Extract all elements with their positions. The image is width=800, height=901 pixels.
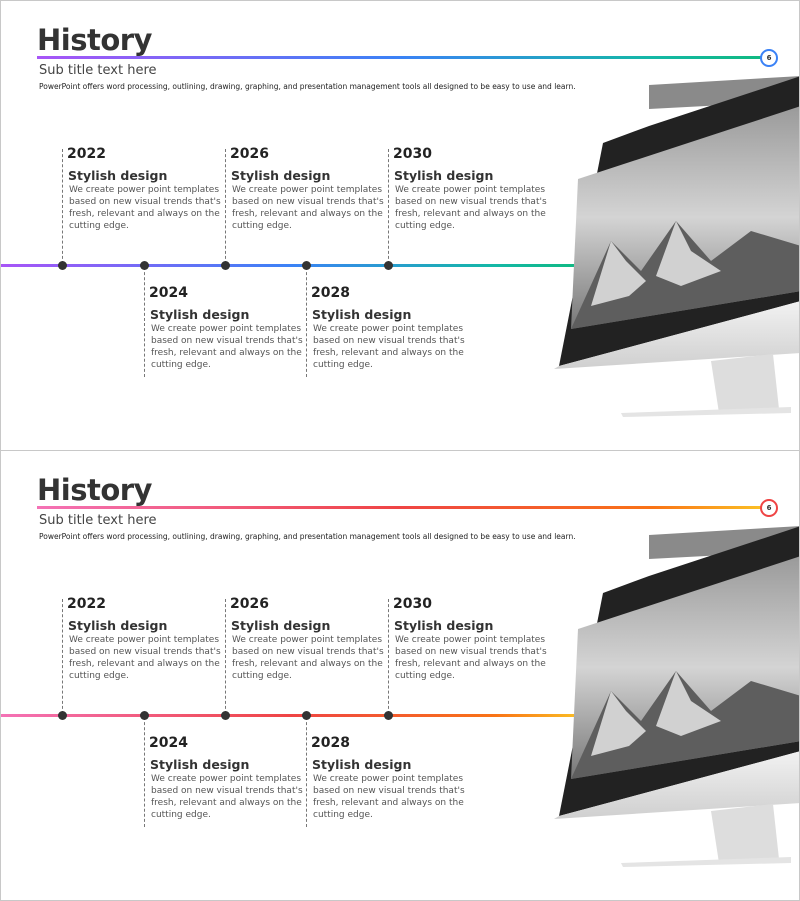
timeline-text: We create power point templates based on…	[69, 635, 221, 681]
timeline-year: 2026	[230, 146, 269, 162]
timeline-text: We create power point templates based on…	[151, 774, 303, 820]
timeline-connector	[225, 149, 226, 264]
timeline-heading: Stylish design	[312, 757, 412, 772]
timeline-item: 2030 Stylish design We create power poin…	[393, 146, 558, 232]
timeline-axis	[1, 714, 581, 717]
timeline-year: 2028	[311, 735, 350, 751]
timeline-dot	[221, 711, 230, 720]
slide[interactable]: History 6 Sub title text here PowerPoint…	[0, 450, 800, 901]
slide[interactable]: History 6 Sub title text here PowerPoint…	[0, 0, 800, 451]
slide-title: History	[37, 23, 152, 57]
timeline-text: We create power point templates based on…	[395, 635, 547, 681]
timeline-heading: Stylish design	[150, 757, 250, 772]
timeline-dot	[384, 261, 393, 270]
subtitle: Sub title text here	[39, 513, 157, 528]
timeline-item: 2026 Stylish design We create power poin…	[230, 146, 395, 232]
slide-title: History	[37, 473, 152, 507]
timeline-text: We create power point templates based on…	[395, 185, 547, 231]
timeline-item: 2022 Stylish design We create power poin…	[67, 596, 232, 682]
timeline-connector	[306, 267, 307, 377]
timeline-item: 2030 Stylish design We create power poin…	[393, 596, 558, 682]
title-underline	[37, 506, 761, 509]
timeline-connector	[388, 599, 389, 714]
description: PowerPoint offers word processing, outli…	[39, 532, 576, 541]
timeline-text: We create power point templates based on…	[313, 774, 465, 820]
timeline-axis	[1, 264, 581, 267]
monitor-image	[554, 76, 799, 417]
timeline-dot	[384, 711, 393, 720]
subtitle: Sub title text here	[39, 63, 157, 78]
timeline-dot	[302, 711, 311, 720]
timeline-heading: Stylish design	[394, 168, 494, 183]
timeline-connector	[225, 599, 226, 714]
timeline-heading: Stylish design	[394, 618, 494, 633]
page-number-badge: 6	[760, 49, 778, 67]
timeline-connector	[62, 149, 63, 264]
timeline-connector	[144, 717, 145, 827]
timeline-connector	[62, 599, 63, 714]
timeline-dot	[140, 261, 149, 270]
timeline-year: 2024	[149, 735, 188, 751]
timeline-year: 2022	[67, 596, 106, 612]
timeline-connector	[144, 267, 145, 377]
timeline-year: 2024	[149, 285, 188, 301]
timeline-item: 2026 Stylish design We create power poin…	[230, 596, 395, 682]
timeline-year: 2026	[230, 596, 269, 612]
timeline-heading: Stylish design	[150, 307, 250, 322]
description: PowerPoint offers word processing, outli…	[39, 82, 576, 91]
title-underline	[37, 56, 761, 59]
timeline-item: 2028 Stylish design We create power poin…	[311, 285, 476, 371]
timeline-year: 2028	[311, 285, 350, 301]
timeline-heading: Stylish design	[68, 168, 168, 183]
timeline-dot	[58, 711, 67, 720]
timeline-dot	[221, 261, 230, 270]
timeline-heading: Stylish design	[68, 618, 168, 633]
timeline-heading: Stylish design	[231, 618, 331, 633]
timeline-text: We create power point templates based on…	[151, 324, 303, 370]
timeline-item: 2024 Stylish design We create power poin…	[149, 735, 314, 821]
timeline-year: 2022	[67, 146, 106, 162]
page-number-badge: 6	[760, 499, 778, 517]
timeline-heading: Stylish design	[312, 307, 412, 322]
timeline-dot	[58, 261, 67, 270]
timeline-heading: Stylish design	[231, 168, 331, 183]
timeline-item: 2022 Stylish design We create power poin…	[67, 146, 232, 232]
timeline-text: We create power point templates based on…	[232, 635, 384, 681]
timeline-year: 2030	[393, 146, 432, 162]
timeline-text: We create power point templates based on…	[232, 185, 384, 231]
timeline-connector	[388, 149, 389, 264]
timeline-text: We create power point templates based on…	[69, 185, 221, 231]
monitor-image	[554, 526, 799, 867]
timeline-item: 2024 Stylish design We create power poin…	[149, 285, 314, 371]
timeline-dot	[302, 261, 311, 270]
timeline-year: 2030	[393, 596, 432, 612]
timeline-connector	[306, 717, 307, 827]
timeline-dot	[140, 711, 149, 720]
timeline-text: We create power point templates based on…	[313, 324, 465, 370]
timeline-item: 2028 Stylish design We create power poin…	[311, 735, 476, 821]
